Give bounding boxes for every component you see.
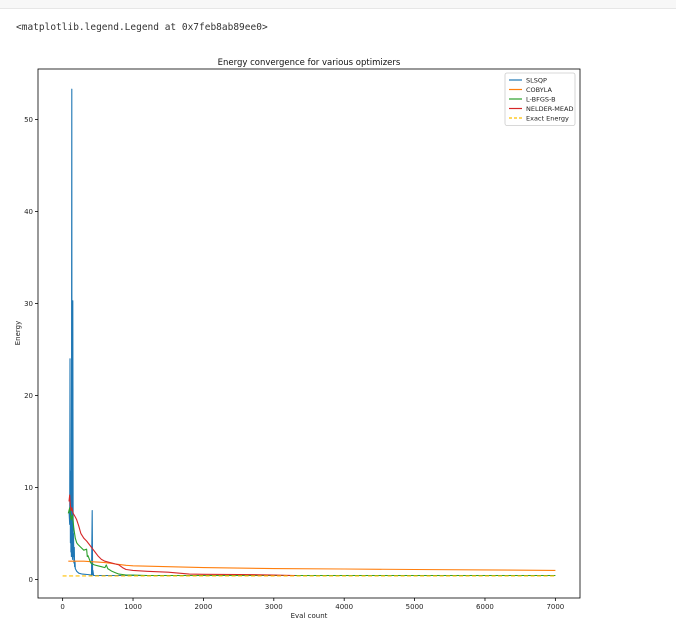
y-axis: 0 10 20 30 40 50 bbox=[24, 116, 38, 584]
series-line-l-bfgs-b bbox=[67, 507, 556, 577]
x-tick-label: 1000 bbox=[124, 603, 142, 611]
x-tick-label: 2000 bbox=[195, 603, 213, 611]
series-line-slsqp bbox=[68, 88, 507, 577]
x-axis-label: Eval count bbox=[291, 612, 328, 620]
legend-label-cobyla: COBYLA bbox=[526, 86, 552, 94]
plot-lines bbox=[62, 88, 556, 577]
y-axis-label: Energy bbox=[14, 321, 22, 346]
cell-output-text: <matplotlib.legend.Legend at 0x7feb8ab89… bbox=[16, 22, 268, 33]
legend-label-nelder-mead: NELDER-MEAD bbox=[526, 105, 573, 113]
x-tick-label: 0 bbox=[60, 603, 64, 611]
y-tick-label: 30 bbox=[24, 300, 33, 308]
series-line-nelder-mead bbox=[68, 494, 295, 577]
legend-box bbox=[504, 72, 576, 126]
x-tick-label: 5000 bbox=[406, 603, 424, 611]
legend-label-exact-energy: Exact Energy bbox=[526, 114, 569, 122]
plot-frame bbox=[37, 68, 581, 599]
y-tick-label: 10 bbox=[24, 484, 33, 492]
x-tick-label: 6000 bbox=[476, 603, 494, 611]
series-line-cobyla bbox=[68, 560, 556, 571]
legend-label-l-bfgs-b: L-BFGS-B bbox=[526, 95, 556, 103]
y-tick-label: 50 bbox=[24, 116, 33, 124]
legend-label-slsqp: SLSQP bbox=[526, 76, 547, 84]
x-tick-label: 3000 bbox=[265, 603, 283, 611]
chart-title: Energy convergence for various optimizer… bbox=[218, 58, 401, 68]
y-tick-label: 0 bbox=[29, 576, 33, 584]
x-tick-label: 4000 bbox=[335, 603, 353, 611]
x-tick-label: 7000 bbox=[546, 603, 564, 611]
y-tick-label: 20 bbox=[24, 392, 33, 400]
y-tick-label: 40 bbox=[24, 208, 33, 216]
x-axis: 0 1000 2000 3000 4000 5000 6000 7000 bbox=[60, 598, 564, 611]
cell-top-strip bbox=[0, 0, 676, 9]
